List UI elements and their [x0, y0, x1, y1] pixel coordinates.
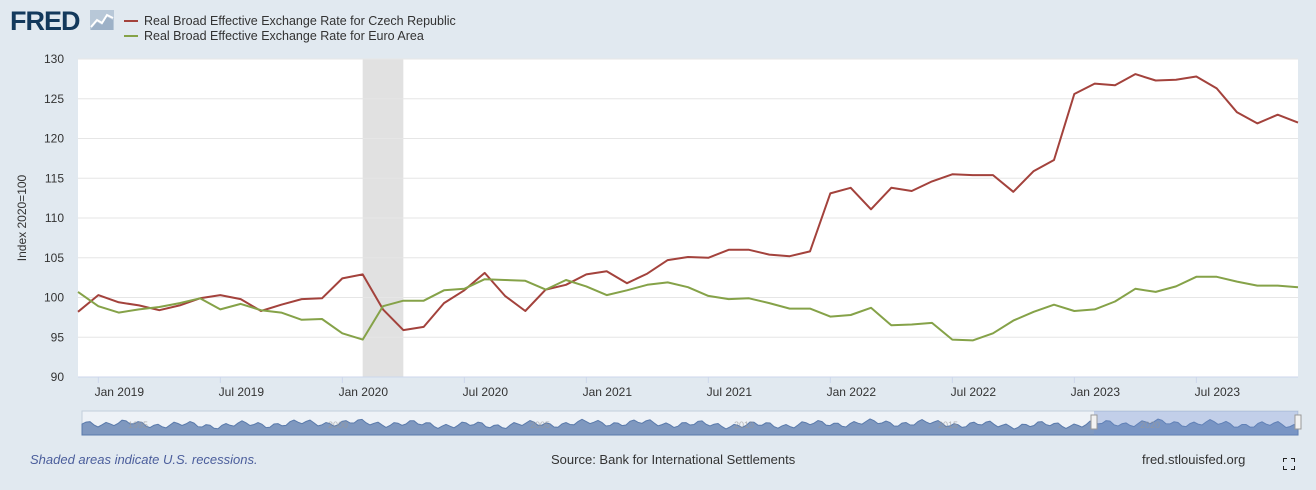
x-tick-label: Jul 2021	[707, 385, 753, 399]
y-axis-label: Index 2020=100	[15, 174, 29, 261]
y-tick-label: 115	[45, 171, 64, 185]
x-tick-label: Jan 2022	[827, 385, 877, 399]
navigator-handle-right[interactable]	[1294, 414, 1302, 430]
y-tick-label: 105	[44, 251, 64, 265]
y-tick-label: 110	[45, 211, 64, 225]
navigator-label: 2015	[938, 420, 958, 430]
x-tick-label: Jul 2023	[1195, 385, 1241, 399]
x-tick-label: Jan 2019	[95, 385, 145, 399]
y-tick-label: 100	[44, 291, 64, 305]
navigator-handle-left[interactable]	[1090, 414, 1098, 430]
y-tick-label: 130	[44, 52, 64, 66]
x-tick-label: Jan 2020	[339, 385, 389, 399]
y-tick-label: 120	[44, 132, 64, 146]
navigator-label: 2020	[1140, 420, 1160, 430]
fullscreen-icon[interactable]	[1283, 458, 1295, 470]
legend-item-euro[interactable]: Real Broad Effective Exchange Rate for E…	[124, 29, 424, 43]
chart: 90 95 100 105 110 115 120 125 130 Jan 2019 Jul 201…	[15, 52, 1302, 436]
chart-icon	[90, 10, 114, 30]
legend-label-euro: Real Broad Effective Exchange Rate for E…	[144, 29, 424, 43]
navigator-label: 2005	[530, 420, 550, 430]
navigator-label: 2010	[734, 420, 754, 430]
navigator-label: 1995	[128, 420, 148, 430]
x-tick-label: Jul 2019	[219, 385, 265, 399]
legend-swatch-czech	[124, 20, 138, 22]
source-note: Source: Bank for International Settlemen…	[551, 452, 796, 467]
series-line-euro	[77, 275, 1299, 342]
y-tick-label: 90	[51, 370, 65, 384]
y-tick-label: 125	[44, 92, 64, 106]
legend-label-czech: Real Broad Effective Exchange Rate for C…	[144, 14, 456, 28]
legend-item-czech[interactable]: Real Broad Effective Exchange Rate for C…	[124, 14, 456, 28]
fred-logo[interactable]: FRED	[10, 6, 80, 36]
navigator-series	[81, 418, 1299, 436]
recession-note: Shaded areas indicate U.S. recessions.	[30, 452, 258, 467]
series-line-czech	[77, 73, 1299, 332]
navigator-label: 2000	[328, 420, 348, 430]
y-tick-label: 95	[51, 330, 65, 344]
legend-swatch-euro	[124, 35, 138, 37]
x-tick-label: Jan 2023	[1071, 385, 1121, 399]
navigator-selection	[1094, 411, 1298, 435]
x-tick-label: Jan 2021	[583, 385, 633, 399]
x-tick-label: Jul 2020	[463, 385, 509, 399]
x-tick-label: Jul 2022	[951, 385, 997, 399]
fred-url-link[interactable]: fred.stlouisfed.org	[1142, 452, 1246, 467]
